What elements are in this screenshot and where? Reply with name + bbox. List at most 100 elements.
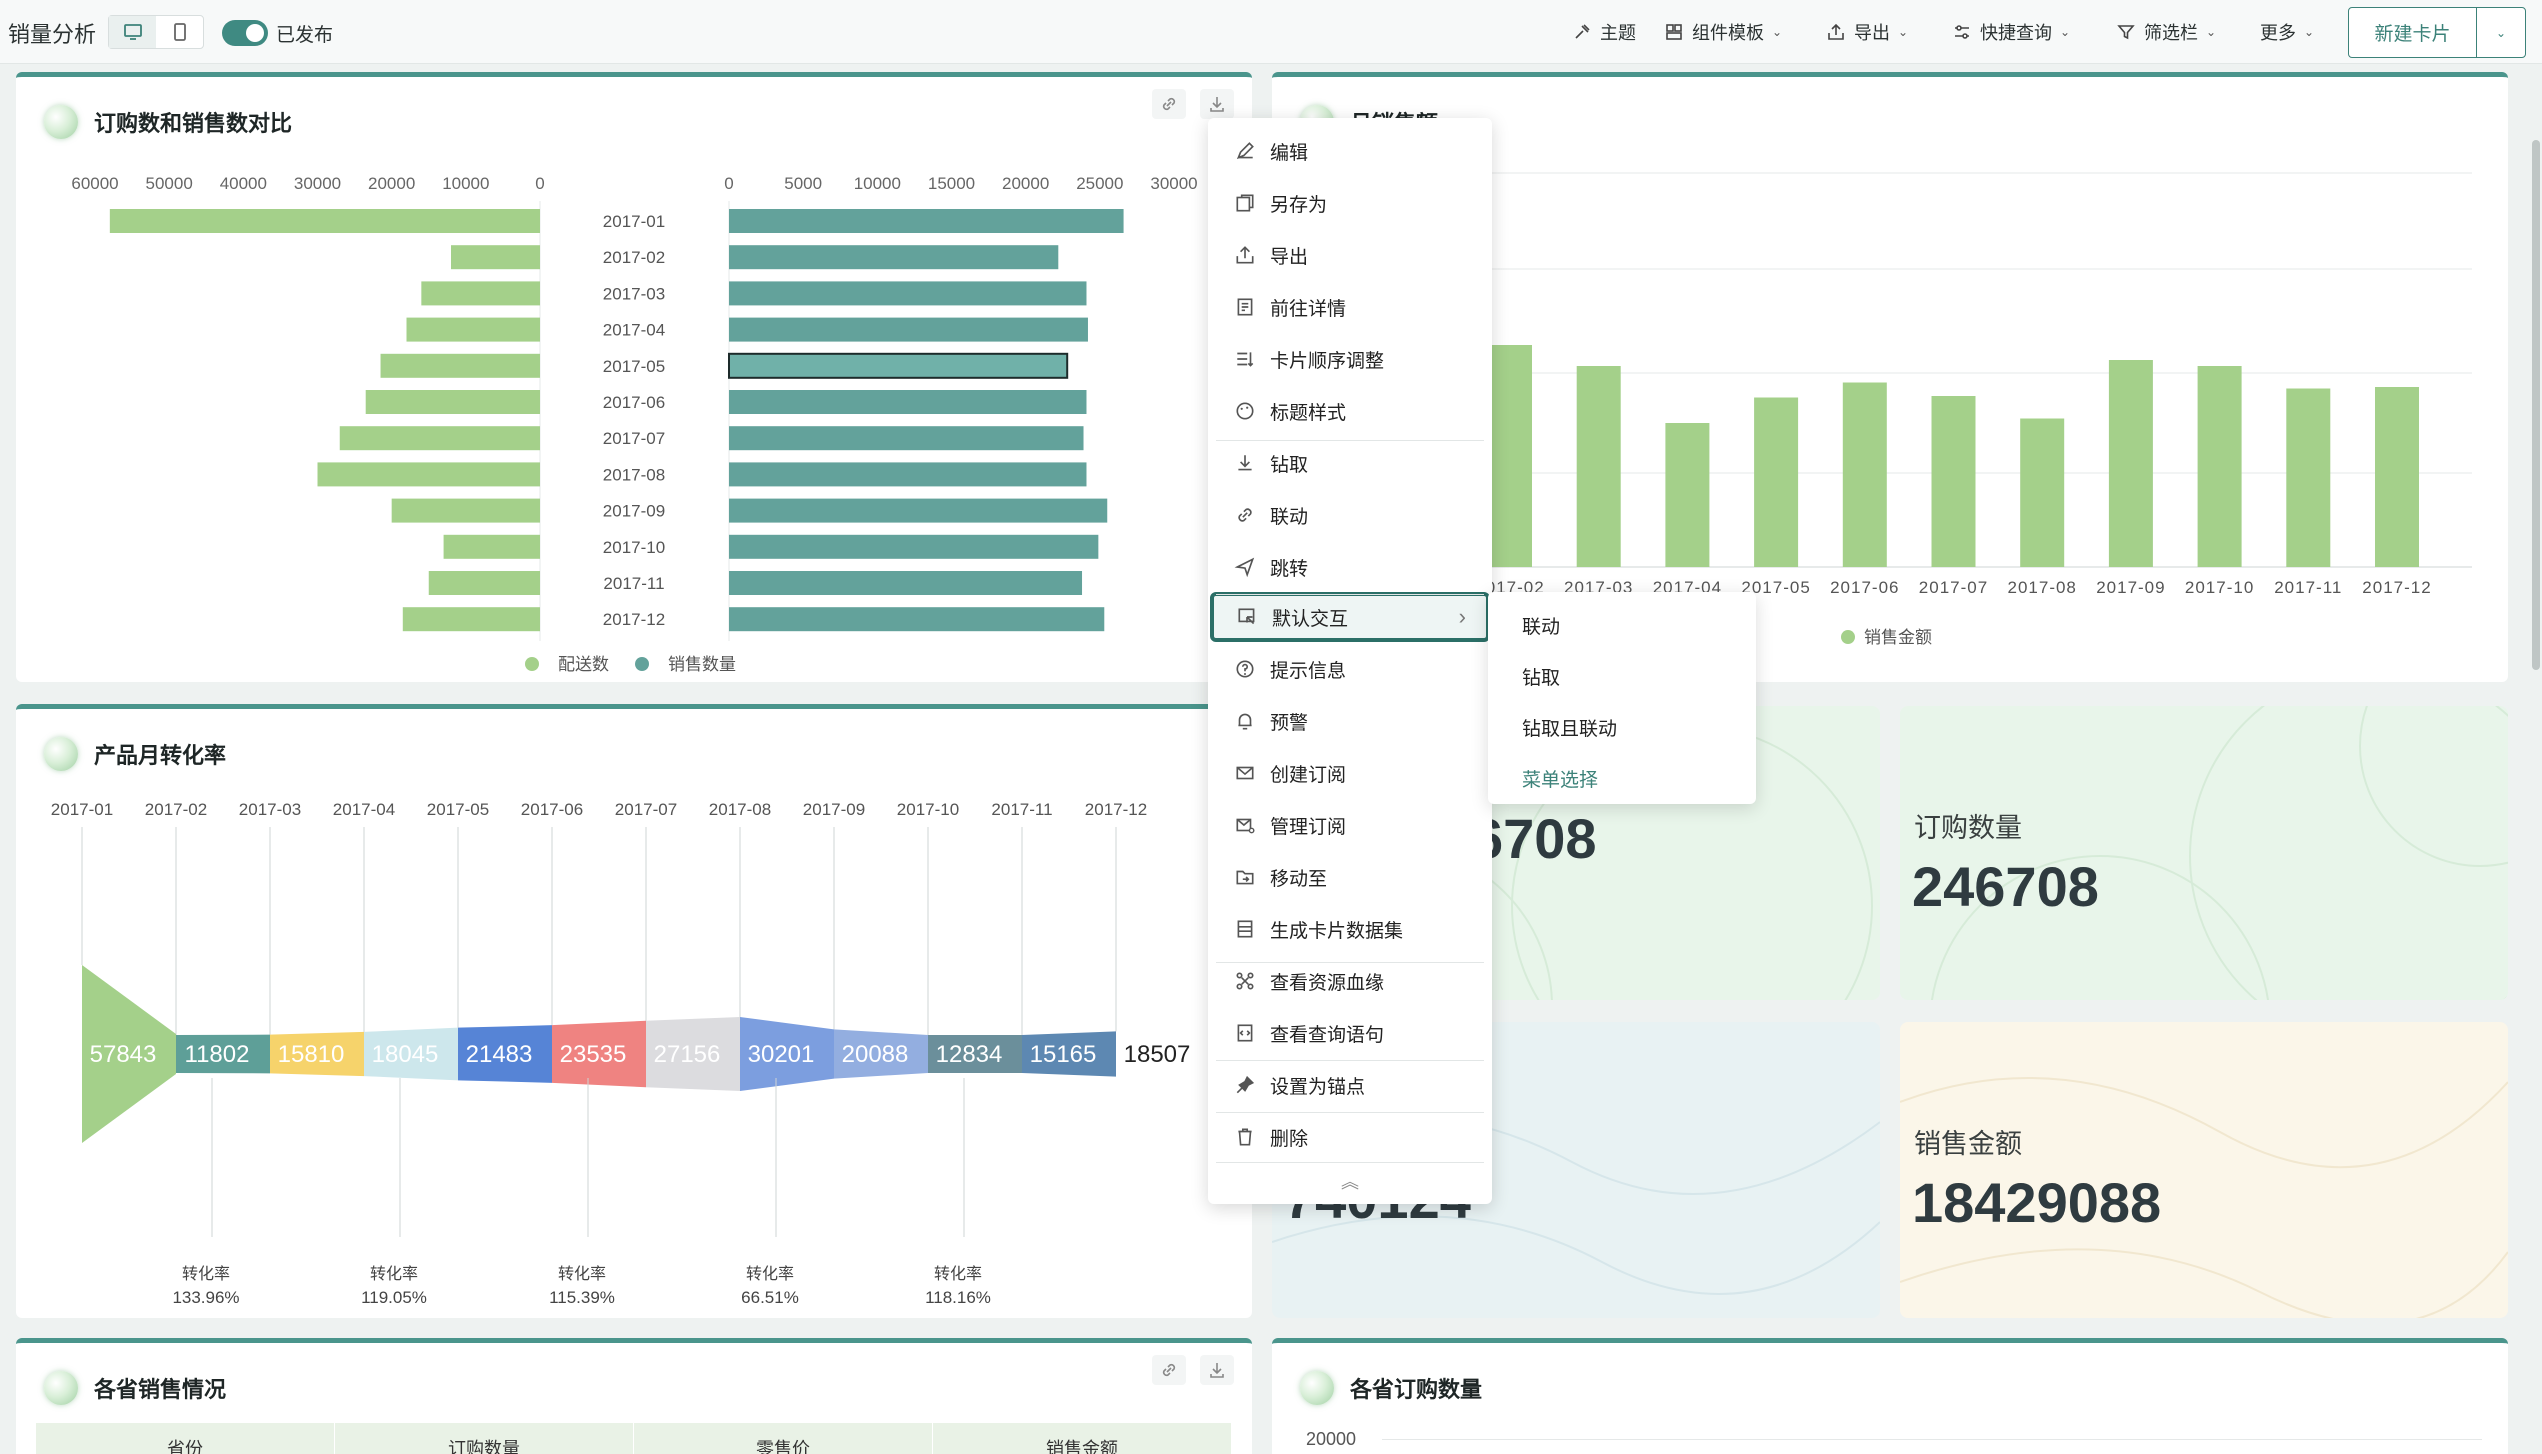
- collapse-up-icon[interactable]: ︽: [1341, 1172, 1359, 1192]
- palette-icon: [1236, 402, 1254, 420]
- menu-item-jump[interactable]: 跳转: [1208, 542, 1492, 592]
- menu-item-mail-settings[interactable]: 管理订阅: [1208, 800, 1492, 850]
- menu-separator: [1216, 1060, 1484, 1061]
- metric-decor: [1900, 1077, 2508, 1318]
- x-axis-tick: 2017-05: [1741, 578, 1810, 597]
- new-card-button[interactable]: 新建卡片: [2349, 8, 2477, 57]
- template-button[interactable]: 组件模板 ⌄: [1664, 19, 1782, 45]
- x-axis-tick: 2017-10: [2185, 578, 2254, 597]
- rate-value: 119.05%: [361, 1288, 427, 1307]
- rate-label: 转化率: [746, 1265, 794, 1283]
- drill-icon: [1238, 455, 1252, 471]
- bar-order: [443, 534, 540, 559]
- menu-item-link[interactable]: 联动: [1208, 490, 1492, 540]
- export-button[interactable]: 导出 ⌄: [1826, 19, 1908, 45]
- column-header[interactable]: 销售金额: [933, 1423, 1232, 1454]
- download-button[interactable]: [1200, 89, 1234, 119]
- column-header[interactable]: 订购数量: [335, 1423, 634, 1454]
- more-button[interactable]: 更多 ⌄: [2260, 19, 2314, 45]
- menu-item-export[interactable]: 导出: [1208, 230, 1492, 280]
- link-button[interactable]: [1152, 89, 1186, 119]
- submenu-item[interactable]: 联动: [1522, 616, 1561, 638]
- menu-separator: [1216, 594, 1484, 595]
- bar-sales: [729, 426, 1084, 451]
- bar-order: [391, 498, 540, 523]
- menu-item-label: 查看资源血缘: [1270, 972, 1385, 994]
- quick-query-icon: [1955, 25, 1969, 39]
- chevron-right-icon: ›: [1458, 604, 1466, 629]
- menu-item-mail[interactable]: 创建订阅: [1208, 748, 1492, 798]
- column-header[interactable]: 零售价: [634, 1423, 933, 1454]
- y-axis-tick: 20000: [1306, 1429, 1357, 1449]
- link-button[interactable]: [1152, 1355, 1186, 1385]
- menu-item-reorder[interactable]: 卡片顺序调整: [1208, 334, 1492, 384]
- x-axis-tick-right: 25000: [1076, 174, 1123, 193]
- download-button[interactable]: [1200, 1355, 1234, 1385]
- menu-item-label: 默认交互: [1272, 608, 1349, 630]
- menu-item-edit[interactable]: 编辑: [1208, 126, 1492, 176]
- funnel-value-label: 57843: [90, 1041, 157, 1068]
- desktop-view-button[interactable]: [109, 16, 156, 48]
- menu-item-label: 联动: [1270, 506, 1309, 528]
- category-label: 2017-11: [603, 574, 664, 593]
- x-axis-tick: 2017-06: [1830, 578, 1899, 597]
- column-header[interactable]: 省份: [36, 1423, 335, 1454]
- card-title: 各省销售情况: [44, 1371, 226, 1405]
- month-label: 2017-11: [991, 800, 1052, 819]
- menu-item-palette[interactable]: 标题样式: [1208, 386, 1492, 436]
- publish-toggle[interactable]: [222, 20, 268, 46]
- export-icon: [1236, 246, 1254, 264]
- menu-item-dataset[interactable]: 生成卡片数据集: [1208, 904, 1492, 954]
- new-card-dropdown[interactable]: ⌄: [2477, 8, 2525, 57]
- quick-query-button[interactable]: 快捷查询 ⌄: [1952, 19, 2070, 45]
- funnel-segment: [928, 1035, 1022, 1073]
- filter-bar-button[interactable]: 筛选栏 ⌄: [2116, 19, 2216, 45]
- menu-item-pin[interactable]: 设置为锚点: [1208, 1060, 1492, 1110]
- export-label: 导出: [1854, 23, 1890, 43]
- submenu-item[interactable]: 菜单选择: [1522, 769, 1599, 791]
- menu-item-bell[interactable]: 预警: [1208, 696, 1492, 746]
- x-axis-tick-left: 30000: [294, 174, 341, 193]
- menu-item-drill[interactable]: 钻取: [1208, 438, 1492, 488]
- menu-item-query[interactable]: 查看查询语句: [1208, 1008, 1492, 1058]
- top-bar: 销量分析 已发布 主题 组件模板 ⌄ 导出 ⌄ 快捷查询 ⌄ 筛选栏 ⌄ 更多 …: [0, 0, 2542, 64]
- menu-item-trash[interactable]: 删除: [1208, 1112, 1492, 1162]
- funnel-value-label: 27156: [654, 1041, 721, 1068]
- x-axis-tick-left: 50000: [146, 174, 193, 193]
- x-axis-tick-right: 5000: [784, 174, 822, 193]
- template-icon: [1666, 24, 1682, 40]
- category-label: 2017-02: [603, 248, 665, 267]
- x-axis-tick: 2017-08: [2008, 578, 2077, 597]
- card-logo-icon: [44, 1371, 78, 1405]
- menu-item-lineage[interactable]: 查看资源血缘: [1208, 956, 1492, 1006]
- mobile-view-button[interactable]: [156, 16, 203, 48]
- x-axis-tick: 2017-09: [2096, 578, 2165, 597]
- menu-item-label: 编辑: [1270, 142, 1309, 164]
- bar-sales-amount: [2108, 360, 2153, 567]
- rate-label: 转化率: [182, 1265, 230, 1283]
- menu-item-label: 移动至: [1270, 868, 1328, 890]
- bar-sales-amount: [2286, 388, 2331, 567]
- interaction-icon: [1238, 608, 1255, 625]
- view-toggle[interactable]: [108, 15, 204, 49]
- menu-item-save-as[interactable]: 另存为: [1208, 178, 1492, 228]
- month-label: 2017-04: [333, 800, 395, 819]
- gridline: [1382, 1439, 2482, 1440]
- category-label: 2017-08: [603, 465, 665, 484]
- filter-bar-label: 筛选栏: [2144, 23, 2198, 43]
- menu-item-interaction[interactable]: 默认交互 ›: [1210, 592, 1490, 642]
- month-label: 2017-06: [521, 800, 583, 819]
- bar-order: [406, 317, 540, 342]
- menu-item-move[interactable]: 移动至: [1208, 852, 1492, 902]
- theme-button[interactable]: 主题: [1572, 19, 1636, 45]
- submenu-item[interactable]: 钻取: [1522, 667, 1561, 689]
- page-scrollbar[interactable]: [2532, 140, 2540, 670]
- month-label: 2017-08: [709, 800, 771, 819]
- month-label: 2017-02: [145, 800, 207, 819]
- x-axis-tick-right: 0: [724, 174, 733, 193]
- menu-item-help[interactable]: 提示信息: [1208, 644, 1492, 694]
- bar-sales: [729, 390, 1087, 414]
- submenu-item[interactable]: 钻取且联动: [1522, 718, 1618, 740]
- metric-value: 246708: [1912, 855, 2099, 918]
- menu-item-details[interactable]: 前往详情: [1208, 282, 1492, 332]
